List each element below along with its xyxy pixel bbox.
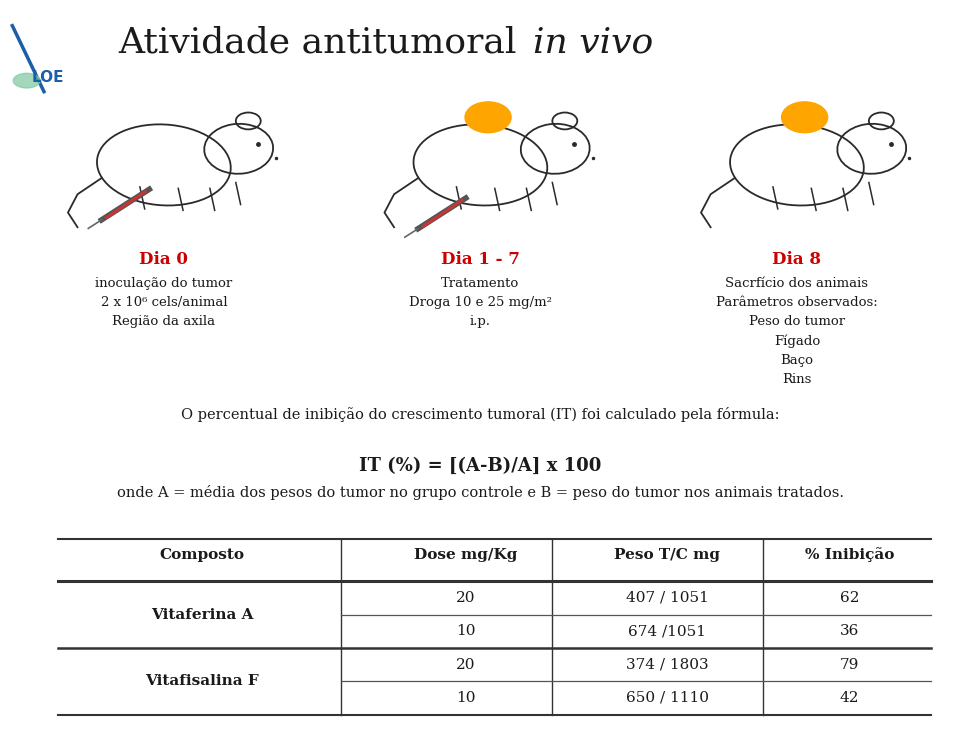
Text: 42: 42 — [840, 691, 859, 705]
Text: 36: 36 — [840, 625, 859, 638]
Text: O percentual de inibição do crescimento tumoral (IT) foi calculado pela fórmula:: O percentual de inibição do crescimento … — [181, 407, 780, 421]
Text: Atividade antitumoral: Atividade antitumoral — [118, 26, 528, 59]
Text: 407 / 1051: 407 / 1051 — [626, 591, 708, 605]
Text: 62: 62 — [840, 591, 859, 605]
Text: Dia 0: Dia 0 — [139, 251, 188, 268]
Text: Dose mg/Kg: Dose mg/Kg — [415, 548, 517, 561]
Ellipse shape — [13, 73, 40, 88]
Text: 20: 20 — [456, 658, 476, 671]
Text: Sacrfício dos animais
Parâmetros observados:
Peso do tumor
Fígado
Baço
Rins: Sacrfício dos animais Parâmetros observa… — [716, 277, 877, 386]
Text: 650 / 1110: 650 / 1110 — [626, 691, 708, 705]
Text: 10: 10 — [456, 625, 476, 638]
Text: 79: 79 — [840, 658, 859, 671]
Text: Vitafisalina F: Vitafisalina F — [145, 674, 259, 688]
Text: Dia 1 - 7: Dia 1 - 7 — [441, 251, 519, 268]
Text: onde A = média dos pesos do tumor no grupo controle e B = peso do tumor nos anim: onde A = média dos pesos do tumor no gru… — [117, 485, 844, 500]
Text: Peso T/C mg: Peso T/C mg — [614, 548, 720, 561]
Text: in vivo: in vivo — [533, 26, 654, 59]
Ellipse shape — [465, 102, 511, 133]
Text: inoculação do tumor
2 x 10⁶ cels/animal
Região da axila: inoculação do tumor 2 x 10⁶ cels/animal … — [95, 277, 232, 328]
Text: Vitaferina A: Vitaferina A — [151, 608, 253, 622]
Text: 10: 10 — [456, 691, 476, 705]
Text: Tratamento
Droga 10 e 25 mg/m²
i.p.: Tratamento Droga 10 e 25 mg/m² i.p. — [409, 277, 552, 328]
Text: Dia 8: Dia 8 — [773, 251, 822, 268]
Text: LOE: LOE — [32, 70, 64, 84]
Text: 674 /1051: 674 /1051 — [629, 625, 707, 638]
Text: % Inibição: % Inibição — [805, 548, 895, 562]
Text: Composto: Composto — [159, 548, 245, 561]
Text: 374 / 1803: 374 / 1803 — [626, 658, 708, 671]
Text: IT (%) = [(A-B)/A] x 100: IT (%) = [(A-B)/A] x 100 — [359, 457, 602, 475]
Ellipse shape — [781, 102, 828, 133]
Text: 20: 20 — [456, 591, 476, 605]
